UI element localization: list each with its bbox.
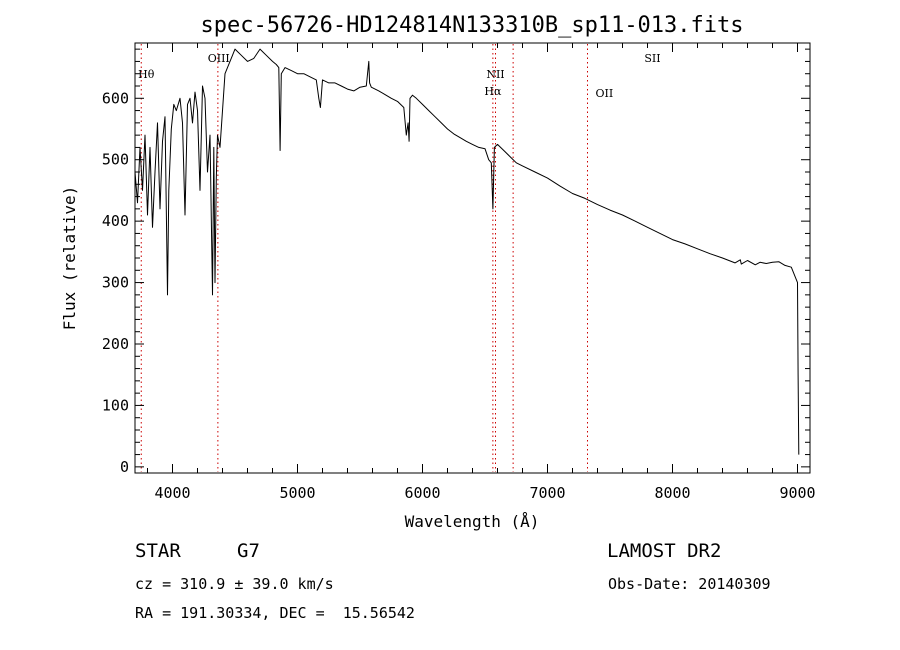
spectrum-series bbox=[134, 48, 800, 455]
marker-label-4: OII bbox=[596, 87, 614, 100]
x-tick-label-5: 9000 bbox=[779, 484, 815, 502]
x-tick-label-4: 8000 bbox=[654, 484, 690, 502]
x-axis-label: Wavelength (Å) bbox=[405, 512, 540, 531]
spectral-subclass: G7 bbox=[237, 540, 260, 562]
marker-label-3: Hα bbox=[484, 85, 502, 98]
plot-frame bbox=[134, 42, 811, 474]
emission-line-markers: Hθ OIII NII Hα OII SII bbox=[138, 44, 661, 472]
y-tick-label-1: 100 bbox=[102, 396, 129, 414]
marker-label-5: SII bbox=[644, 52, 660, 65]
coordinates-readout: RA = 191.30334, DEC = 15.56542 bbox=[135, 604, 415, 622]
spectrum-line-0 bbox=[134, 48, 800, 455]
y-tick-label-5: 500 bbox=[102, 151, 129, 169]
object-type: STAR bbox=[135, 540, 181, 562]
y-axis-label: Flux (relative) bbox=[60, 186, 79, 331]
y-tick-label-0: 0 bbox=[120, 458, 129, 476]
marker-label-1: OIII bbox=[208, 52, 230, 65]
survey-name: LAMOST DR2 bbox=[607, 540, 722, 562]
axes: 4000 5000 6000 7000 8000 9000 0 100 200 300 400 500… bbox=[102, 43, 816, 502]
observation-date: Obs-Date: 20140309 bbox=[608, 575, 771, 593]
y-tick-label-4: 400 bbox=[102, 212, 129, 230]
redshift-readout: cz = 310.9 ± 39.0 km/s bbox=[135, 575, 334, 593]
y-tick-label-6: 600 bbox=[102, 89, 129, 107]
y-tick-label-2: 200 bbox=[102, 335, 129, 353]
x-tick-label-0: 4000 bbox=[154, 484, 190, 502]
chart-title: spec-56726-HD124814N133310B_sp11-013.fit… bbox=[200, 13, 743, 38]
marker-label-2: NII bbox=[486, 68, 504, 81]
marker-label-0: Hθ bbox=[138, 68, 155, 81]
x-tick-label-2: 6000 bbox=[404, 484, 440, 502]
x-tick-label-1: 5000 bbox=[279, 484, 315, 502]
x-tick-label-3: 7000 bbox=[529, 484, 565, 502]
y-tick-label-3: 300 bbox=[102, 274, 129, 292]
